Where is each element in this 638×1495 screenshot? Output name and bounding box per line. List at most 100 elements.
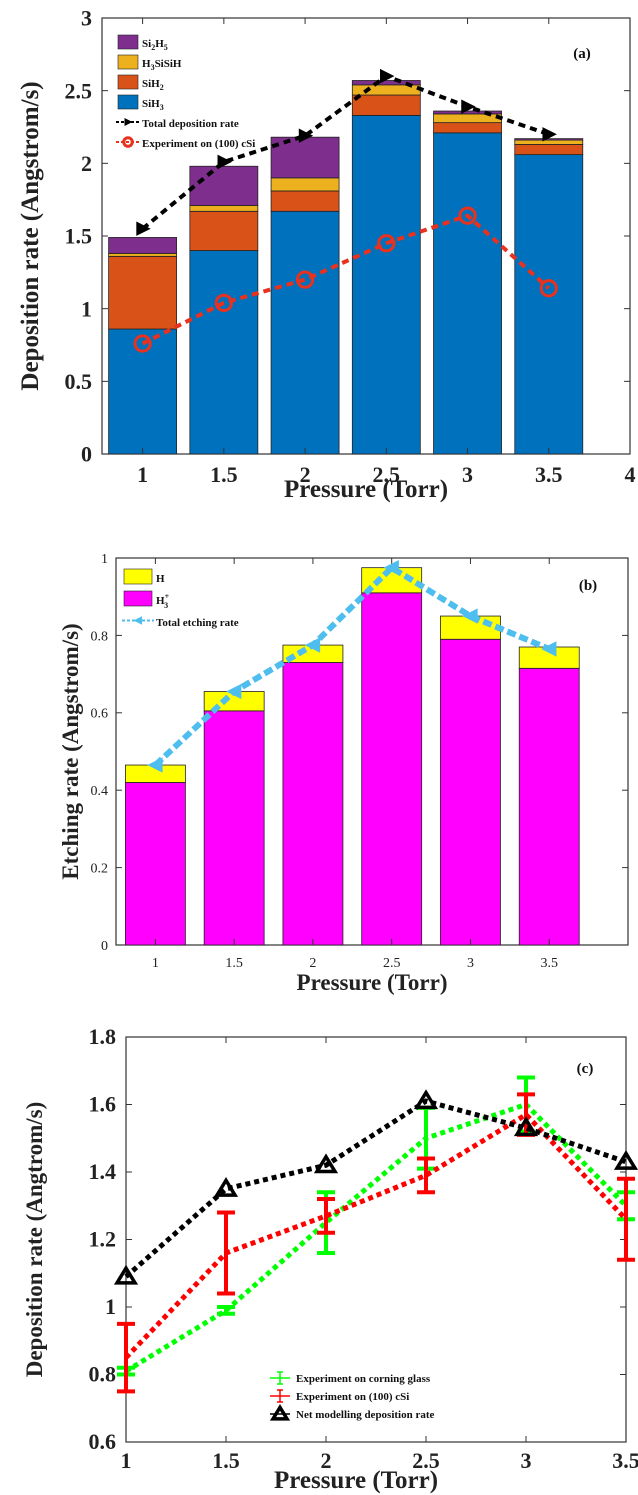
panel-label: (c) <box>577 1061 594 1077</box>
x-tick-label: 3.5 <box>535 462 563 487</box>
y-tick-label: 0.4 <box>91 784 109 799</box>
series-line-1 <box>124 1111 628 1360</box>
x-tick-label: 1 <box>152 956 159 971</box>
x-tick-label: 2 <box>309 956 316 971</box>
y-tick-label: 1.2 <box>89 1227 117 1252</box>
series-line-1 <box>141 213 551 346</box>
legend-label: Total deposition rate <box>142 118 239 130</box>
bar-h3-3.5 <box>518 667 580 946</box>
series-marker-1-3 <box>458 206 477 225</box>
legend-marker <box>124 118 133 126</box>
x-tick-label: 1.5 <box>212 1448 240 1473</box>
bar-sih2-2.5 <box>351 94 421 116</box>
y-tick-label: 0.2 <box>91 862 109 877</box>
legend-label: H3SiSiH <box>142 58 182 72</box>
y-tick-label: 0 <box>101 939 108 954</box>
legend: Si2H5 H3SiSiH SiH2 SiH3 Total deposition rat… <box>116 34 255 150</box>
plot-area <box>125 1036 627 1443</box>
series-marker-1-2 <box>295 270 315 289</box>
bar-h3sisih-2 <box>270 177 340 192</box>
x-tick-label: 3.5 <box>540 956 558 971</box>
x-tick-label: 2 <box>300 462 311 487</box>
y-tick-label: 3 <box>81 6 92 31</box>
legend-label: Experiment on corning glass <box>296 1373 431 1385</box>
x-tick-label: 1 <box>137 462 148 487</box>
bar-si2h5-1 <box>108 237 178 254</box>
bar-sih3-3.5 <box>514 154 584 455</box>
x-tick-label: 3.5 <box>612 1448 638 1473</box>
legend-label: SiH3 <box>142 98 164 112</box>
bar-h3-2.5 <box>361 592 423 946</box>
legend-swatch <box>117 34 139 50</box>
legend: H H+ 3 Total etching rate <box>122 568 239 629</box>
series-marker-1-1.5 <box>214 293 233 313</box>
series-marker-0-2 <box>304 637 321 653</box>
series-marker-0-1.5 <box>226 683 242 700</box>
x-tick-label: 1 <box>121 1448 132 1473</box>
bar-h3sisih-3.5 <box>514 139 584 145</box>
y-tick-label: 1 <box>105 1294 116 1319</box>
series-line-2 <box>124 1098 627 1279</box>
series-marker-0-2 <box>298 128 314 143</box>
y-tick-label: 1.5 <box>65 224 93 249</box>
bar-sih2-2 <box>270 190 340 212</box>
legend-swatch <box>123 590 153 607</box>
bar-h3sisih-3 <box>433 113 502 124</box>
legend-label: H <box>156 573 165 585</box>
bar-h3-2 <box>282 662 344 946</box>
series-marker-2-3 <box>513 1116 539 1137</box>
bar-h3-1.5 <box>203 710 265 946</box>
y-tick-label: 1.6 <box>89 1092 117 1117</box>
bar-sih2-1.5 <box>189 210 259 251</box>
panel-c-net-deposition-chart: 0.6 0.8 1 1.2 1.4 1.6 1.8 1 1.5 2 2.5 3 3.5 Pressure … <box>22 1024 638 1494</box>
series-marker-0-3.5 <box>541 641 557 657</box>
y-tick-label: 0.6 <box>91 707 109 722</box>
y-axis-label: Deposition rate (Angstrom/s) <box>17 81 44 390</box>
series-marker-2-2.5 <box>413 1089 439 1110</box>
series-marker-2-2 <box>313 1153 339 1174</box>
x-tick-label: 2 <box>321 1448 332 1473</box>
legend-label: SiH2 <box>142 78 164 92</box>
x-tick-label: 3 <box>521 1448 532 1473</box>
y-tick-label: 1 <box>81 296 92 321</box>
x-tick-label: 2.5 <box>373 462 401 487</box>
legend-label: Experiment on (100) cSi <box>296 1391 409 1403</box>
x-tick-label: 3 <box>462 462 473 487</box>
legend-label: H+ 3 <box>156 592 170 610</box>
x-tick-label: 2.5 <box>383 956 401 971</box>
panel-b-etching-chart: 0 0.2 0.4 0.6 0.8 1 1 1.5 2 2.5 3 3.5 Pressure (Torr… <box>58 552 629 995</box>
legend-label: Total etching rate <box>156 617 239 629</box>
bar-si2h5-2.5 <box>351 80 421 86</box>
x-tick-label: 1.5 <box>210 462 238 487</box>
bar-h3-3 <box>440 638 501 946</box>
bar-sih3-1.5 <box>189 250 259 455</box>
bar-sih3-1 <box>108 328 178 455</box>
series-line-0 <box>141 73 550 231</box>
bar-sih3-2.5 <box>351 114 421 455</box>
y-tick-label: 0.8 <box>89 1362 117 1387</box>
y-tick-label: 2 <box>81 151 92 176</box>
bar-h3-1 <box>124 782 186 946</box>
bar-sih3-3 <box>433 132 502 455</box>
series-marker-2-1.5 <box>213 1176 239 1197</box>
series-marker-1-2.5 <box>377 234 396 253</box>
legend-marker <box>122 136 134 148</box>
series-marker-0-3 <box>461 99 476 114</box>
legend-swatch <box>123 568 153 585</box>
x-axis-label: Pressure (Torr) <box>297 970 448 995</box>
bar-si2h5-3 <box>433 110 502 115</box>
legend-label: Si2H5 <box>142 38 168 52</box>
y-tick-label: 0.6 <box>89 1429 117 1454</box>
series-line-0 <box>153 563 551 768</box>
x-tick-label: 4 <box>625 462 636 487</box>
y-tick-label: 0.5 <box>65 369 93 394</box>
y-tick-label: 1 <box>101 552 108 567</box>
legend-swatch <box>117 74 139 90</box>
x-tick-label: 3 <box>467 956 474 971</box>
y-tick-label: 0 <box>81 442 92 467</box>
series-marker-0-1 <box>136 221 151 236</box>
bar-h3sisih-1 <box>108 253 178 257</box>
panel-label: (a) <box>573 46 591 62</box>
series-marker-0-2.5 <box>383 560 399 576</box>
